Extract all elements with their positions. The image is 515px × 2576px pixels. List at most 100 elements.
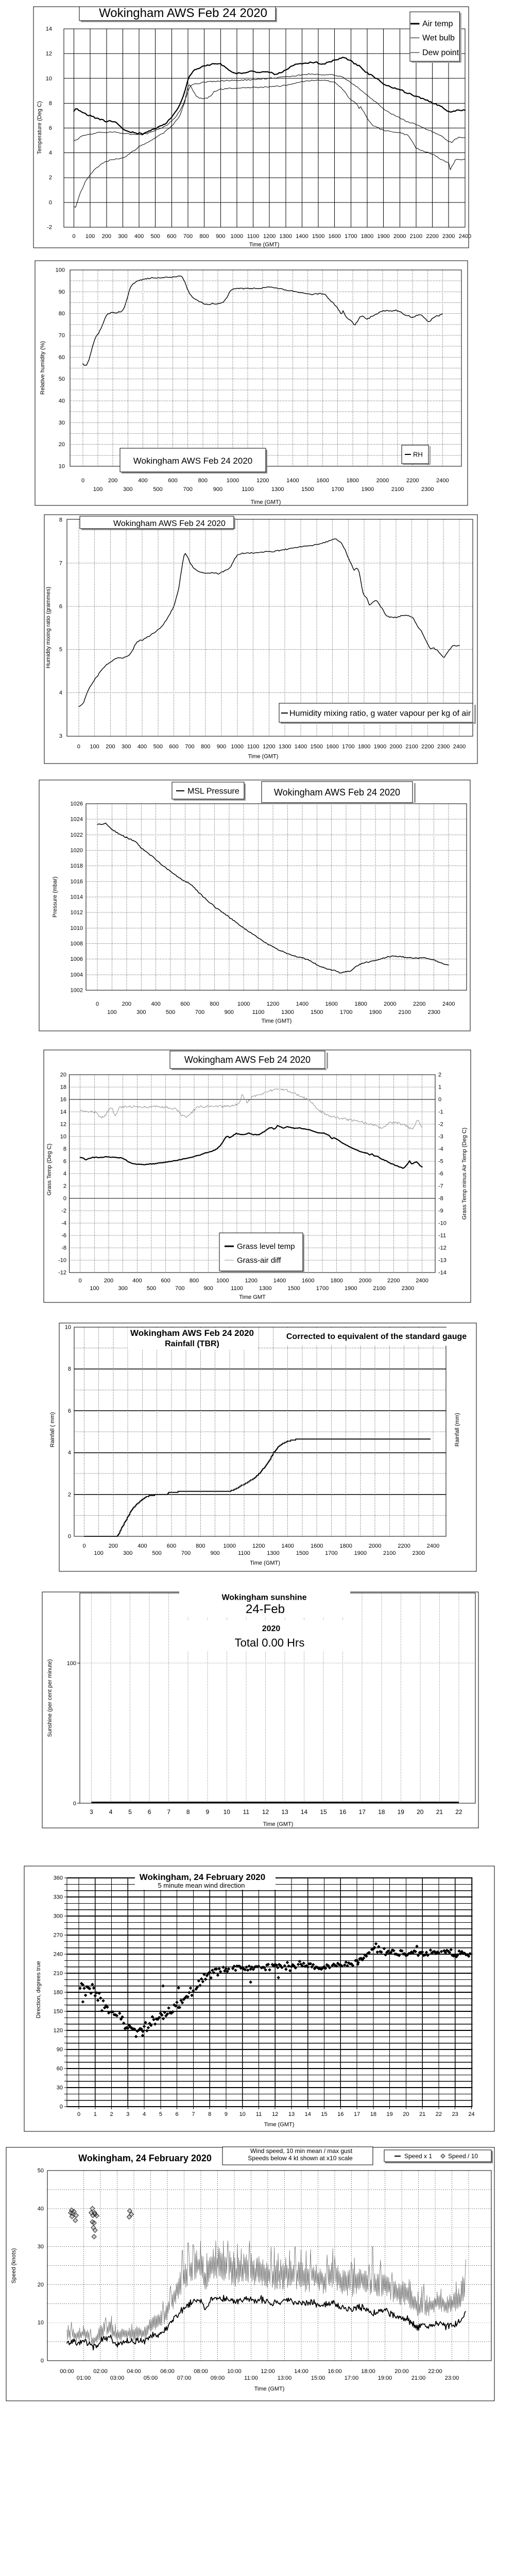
svg-text:21: 21 [419, 2111, 425, 2117]
svg-text:600: 600 [180, 1001, 190, 1007]
svg-text:-2: -2 [47, 225, 52, 231]
svg-text:2400: 2400 [427, 1543, 439, 1549]
svg-text:400: 400 [138, 1543, 147, 1549]
svg-text:0: 0 [72, 233, 75, 240]
svg-text:2000: 2000 [384, 1001, 396, 1007]
svg-text:-4: -4 [438, 1146, 443, 1153]
svg-text:10: 10 [60, 1134, 66, 1140]
svg-text:Wokingham AWS Feb 24 2020: Wokingham AWS Feb 24 2020 [133, 456, 253, 466]
svg-text:19: 19 [386, 2111, 392, 2117]
svg-text:6: 6 [68, 1408, 71, 1414]
svg-text:800: 800 [190, 1278, 199, 1284]
svg-text:1300: 1300 [281, 1009, 294, 1015]
svg-text:700: 700 [185, 744, 194, 750]
svg-text:2: 2 [438, 1072, 441, 1078]
svg-text:10: 10 [46, 76, 52, 82]
svg-text:Rainfall (TBR): Rainfall (TBR) [165, 1340, 219, 1348]
svg-text:Time (GMT): Time (GMT) [264, 2122, 295, 2128]
svg-text:1500: 1500 [301, 486, 314, 493]
svg-text:2300: 2300 [427, 1009, 440, 1015]
svg-text:6: 6 [63, 1159, 66, 1165]
svg-text:Speed x 1: Speed x 1 [404, 2153, 432, 2160]
svg-text:10: 10 [59, 464, 65, 470]
svg-text:1600: 1600 [311, 1543, 323, 1549]
svg-text:20: 20 [403, 2111, 409, 2117]
svg-text:900: 900 [217, 744, 226, 750]
svg-text:600: 600 [167, 233, 176, 240]
svg-text:1500: 1500 [311, 1009, 323, 1015]
svg-text:-12: -12 [438, 1245, 447, 1251]
svg-text:22: 22 [455, 1808, 462, 1816]
svg-text:12: 12 [272, 2111, 278, 2117]
svg-text:Time GMT: Time GMT [239, 1294, 266, 1300]
svg-text:07:00: 07:00 [177, 2375, 192, 2381]
svg-text:360: 360 [54, 1875, 63, 1882]
svg-text:2300: 2300 [437, 744, 450, 750]
svg-text:1300: 1300 [279, 744, 291, 750]
svg-text:0: 0 [73, 1801, 76, 1807]
svg-text:10: 10 [38, 2320, 44, 2326]
svg-text:7: 7 [59, 560, 62, 566]
svg-text:20: 20 [38, 2282, 44, 2288]
svg-text:100: 100 [90, 1285, 99, 1292]
svg-text:0: 0 [81, 478, 84, 484]
svg-text:1900: 1900 [369, 1009, 382, 1015]
svg-text:Wokingham AWS Feb 24 2020: Wokingham AWS Feb 24 2020 [130, 1328, 254, 1338]
svg-text:Grass-air diff: Grass-air diff [237, 1256, 281, 1265]
svg-text:300: 300 [54, 1913, 63, 1920]
svg-text:80: 80 [59, 311, 65, 317]
svg-text:0: 0 [60, 2104, 63, 2110]
svg-text:14: 14 [305, 2111, 311, 2117]
svg-text:08:00: 08:00 [194, 2368, 208, 2375]
svg-text:1900: 1900 [374, 744, 386, 750]
svg-text:8: 8 [68, 1366, 71, 1372]
svg-text:1100: 1100 [242, 486, 254, 493]
svg-text:Sunshine (per cent per minute): Sunshine (per cent per minute) [47, 1659, 53, 1737]
svg-text:Speeds below 4 kt shown at x10: Speeds below 4 kt shown at x10 scale [248, 2155, 353, 2162]
svg-text:1300: 1300 [259, 1285, 271, 1292]
svg-text:-10: -10 [438, 1221, 447, 1227]
svg-text:100: 100 [94, 1550, 104, 1556]
svg-text:500: 500 [153, 744, 163, 750]
svg-text:8: 8 [49, 100, 52, 107]
svg-text:2: 2 [49, 175, 52, 181]
svg-text:300: 300 [123, 1550, 132, 1556]
svg-text:11: 11 [256, 2111, 262, 2117]
svg-text:2400: 2400 [436, 478, 449, 484]
svg-text:12: 12 [262, 1808, 269, 1816]
svg-text:300: 300 [136, 1009, 146, 1015]
svg-text:7: 7 [192, 2111, 195, 2117]
svg-text:1500: 1500 [287, 1285, 300, 1292]
svg-text:1400: 1400 [281, 1543, 294, 1549]
svg-text:2300: 2300 [442, 233, 455, 240]
svg-text:40: 40 [59, 398, 65, 404]
svg-text:600: 600 [169, 744, 178, 750]
svg-text:5: 5 [128, 1808, 132, 1816]
svg-text:90: 90 [59, 289, 65, 295]
svg-text:8: 8 [208, 2111, 211, 2117]
svg-text:Corrected to equivalent of the: Corrected to equivalent of the standard … [286, 1332, 467, 1341]
svg-text:1900: 1900 [377, 233, 389, 240]
svg-text:10:00: 10:00 [227, 2368, 242, 2375]
svg-text:03:00: 03:00 [110, 2375, 125, 2381]
svg-text:40: 40 [38, 2206, 44, 2212]
svg-text:13:00: 13:00 [278, 2375, 292, 2381]
svg-text:20: 20 [417, 1808, 424, 1816]
svg-text:MSL Pressure: MSL Pressure [187, 787, 239, 796]
svg-text:1400: 1400 [296, 1001, 308, 1007]
svg-text:600: 600 [161, 1278, 170, 1284]
svg-text:2000: 2000 [376, 478, 389, 484]
svg-text:Rainfall (mm): Rainfall (mm) [454, 1413, 460, 1446]
svg-text:-4: -4 [61, 1221, 66, 1227]
svg-text:0: 0 [68, 1534, 71, 1540]
svg-text:15: 15 [320, 1808, 327, 1816]
svg-text:120: 120 [54, 2028, 63, 2034]
svg-text:2400: 2400 [459, 233, 471, 240]
svg-text:900: 900 [213, 486, 222, 493]
svg-text:4: 4 [109, 1808, 113, 1816]
svg-text:21: 21 [436, 1808, 443, 1816]
svg-text:2100: 2100 [391, 486, 404, 493]
svg-text:17: 17 [359, 1808, 366, 1816]
svg-text:1004: 1004 [71, 972, 83, 978]
svg-text:2200: 2200 [387, 1278, 400, 1284]
